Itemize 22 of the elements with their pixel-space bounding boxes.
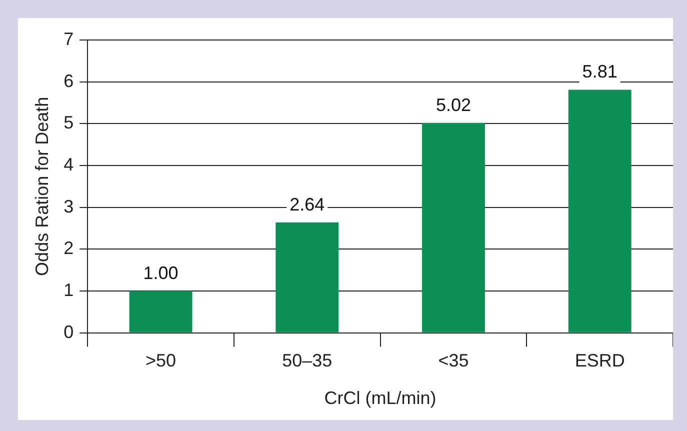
bar xyxy=(276,222,339,332)
data-label: 5.81 xyxy=(582,62,618,82)
y-tick-label: 4 xyxy=(64,154,74,174)
x-tick-label: 50–35 xyxy=(282,350,332,371)
bar xyxy=(568,90,632,332)
x-tick-label: ESRD xyxy=(574,350,625,371)
y-tick-label: 0 xyxy=(64,322,74,342)
y-tick-label: 1 xyxy=(64,280,74,300)
data-label: 1.00 xyxy=(143,262,178,283)
y-tick-label: 2 xyxy=(64,238,74,258)
bar xyxy=(129,290,192,332)
y-tick-label: 7 xyxy=(64,28,74,49)
y-tick-label: 5 xyxy=(64,112,74,133)
y-tick-label: 6 xyxy=(64,70,74,91)
data-label: 2.64 xyxy=(290,194,325,214)
x-tick-label: <35 xyxy=(438,350,469,371)
x-axis-title: CrCl (mL/min) xyxy=(324,388,436,408)
data-label: 5.02 xyxy=(436,94,471,115)
y-axis-title: Odds Ration for Death xyxy=(32,96,52,276)
x-tick-label: >50 xyxy=(146,350,176,371)
bar xyxy=(422,122,485,332)
y-tick-label: 3 xyxy=(64,196,74,216)
